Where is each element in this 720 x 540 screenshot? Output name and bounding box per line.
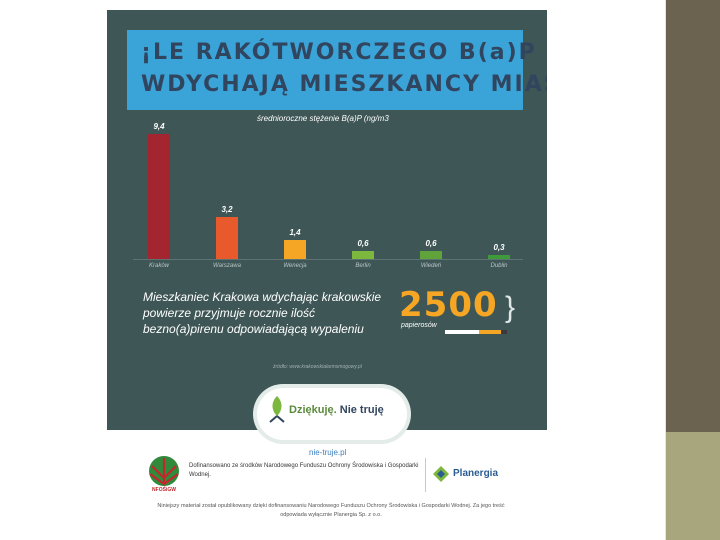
campaign-slogan: Dziękuję. Nie truję <box>289 404 384 416</box>
city-label: Kraków <box>148 263 169 269</box>
bar-1 <box>216 217 238 259</box>
city-label: Wenecja <box>283 263 307 269</box>
cigarette-paper-icon <box>445 330 479 334</box>
cigarette-tip-icon <box>501 330 507 334</box>
bar-0 <box>148 134 170 259</box>
title-line-1: ¡LE RAKÓTWORCZEGO B(a)P <box>141 40 537 65</box>
title-line-2: WDYCHAJĄ MIESZKANCY MIAST? <box>141 72 547 97</box>
campaign-site-link[interactable]: nie-truje.pl <box>309 448 347 457</box>
chart-baseline <box>133 259 523 260</box>
title-banner: ¡LE RAKÓTWORCZEGO B(a)P WDYCHAJĄ MIESZKA… <box>127 30 547 110</box>
chart-caption: średnioroczne stężenie B(a)P (ng/m3 <box>257 114 389 123</box>
side-accent-block <box>665 432 720 540</box>
bar-value-label: 0,6 <box>425 239 437 248</box>
infographic-board: ¡LE RAKÓTWORCZEGO B(a)P WDYCHAJĄ MIESZKA… <box>107 10 547 430</box>
funding-disclaimer: Niniejszy materiał został opublikowany d… <box>157 503 505 518</box>
city-label: Berlin <box>355 263 371 269</box>
bar-value-label: 1,4 <box>289 228 301 237</box>
brace-icon: } <box>505 291 516 324</box>
nfosigw-caption: NFOŚiGW <box>152 487 176 493</box>
bar-2 <box>284 240 306 259</box>
bar-3 <box>352 251 374 259</box>
city-label: Wiedeń <box>420 263 442 269</box>
slogan-part-2: Nie truję <box>336 404 384 416</box>
slide-image: ¡LE RAKÓTWORCZEGO B(a)P WDYCHAJĄ MIESZKA… <box>107 10 547 530</box>
bar-value-label: 3,2 <box>221 205 233 214</box>
source-note: źródło: www.krakowskialarmsmogowy.pl <box>273 364 362 370</box>
leaf-icon <box>269 396 285 423</box>
bar-value-label: 0,3 <box>493 243 505 252</box>
side-divider-line <box>665 0 666 540</box>
footer-divider <box>425 458 426 492</box>
cigarette-filter-icon <box>479 330 501 334</box>
cigarette-count: 2500 <box>399 285 498 325</box>
funding-text: Dofinansowano ze środków Narodowego Fund… <box>189 463 419 478</box>
planergia-logo-icon <box>433 466 449 482</box>
cigarette-unit: papierosów <box>401 322 437 329</box>
city-label: Warszawa <box>213 263 241 269</box>
bar-5 <box>488 255 510 259</box>
campaign-cloud-logo <box>257 388 407 440</box>
slogan-part-1: Dziękuję. <box>289 404 337 416</box>
fact-text: Mieszkaniec Krakowa wdychając krakowskie… <box>143 290 382 336</box>
city-label: Dublin <box>490 263 508 269</box>
nfosigw-logo-icon <box>149 456 179 486</box>
bar-4 <box>420 251 442 259</box>
planergia-name: Planergia <box>453 468 499 479</box>
bar-value-label: 9,4 <box>153 122 165 131</box>
bar-value-label: 0,6 <box>357 239 369 248</box>
